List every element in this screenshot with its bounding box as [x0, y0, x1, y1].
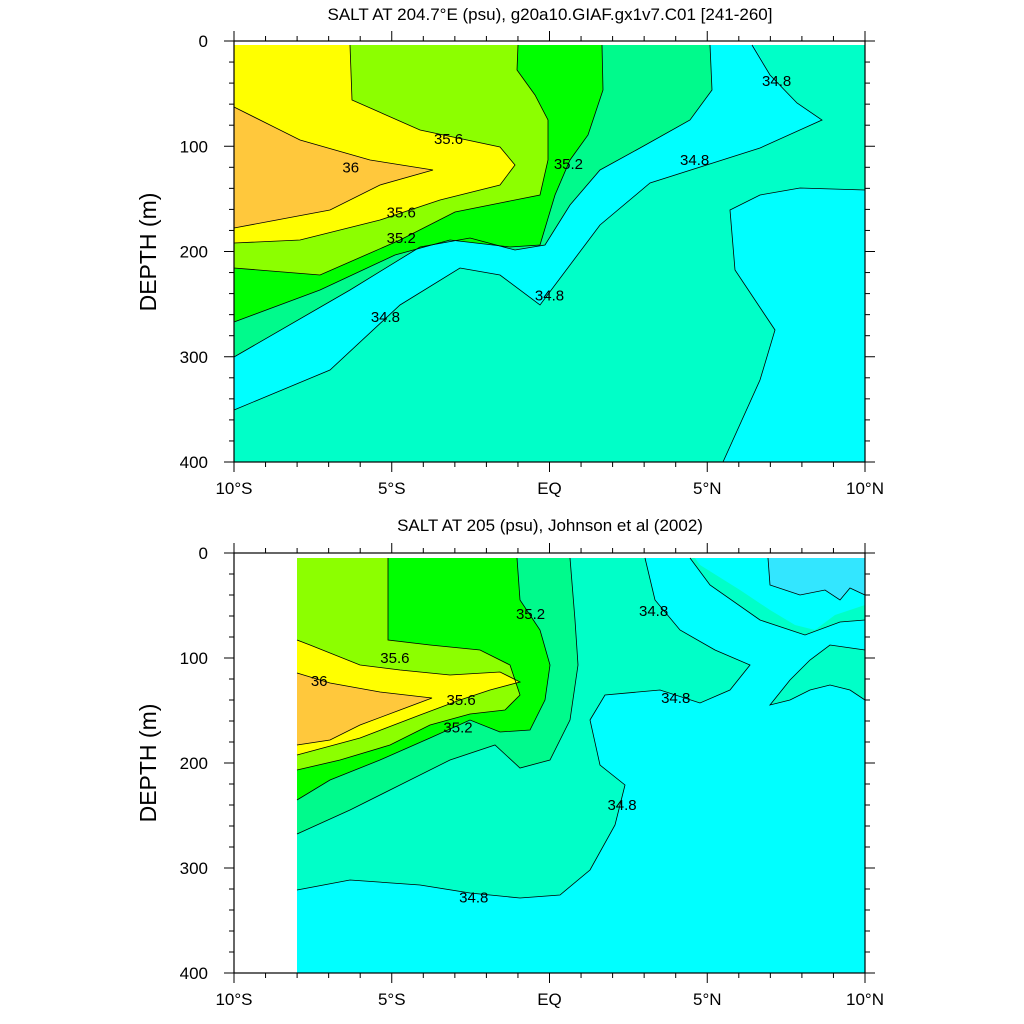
top-contour-label: 34.8: [680, 152, 709, 169]
bottom-y-tick-label: 0: [199, 544, 208, 563]
bottom-y-tick-label: 200: [180, 754, 208, 773]
top-y-tick-label: 300: [180, 348, 208, 367]
bottom-line-lowest: [767, 557, 866, 601]
top-contour-label: 35.6: [434, 131, 463, 148]
top-line-35-4: [233, 44, 604, 323]
top-fill-34-8: [234, 41, 865, 462]
bottom-line-36-core: [296, 672, 433, 746]
top-surface-strip: [234, 41, 865, 45]
bottom-contour-labels: 35.6 36 35.6 35.2 35.2 34.8 34.8 34.8 34.8: [311, 603, 690, 907]
top-tick-labels: 10°S 5°S EQ 5°N 10°N 0 100 200 300 400: [180, 32, 884, 498]
bottom-contour-label: 35.2: [516, 606, 545, 623]
top-contour-label: 34.8: [371, 309, 400, 326]
bottom-y-tick-label: 100: [180, 649, 208, 668]
bottom-contour-lines: [296, 557, 866, 899]
bottom-fill-right-wedge: [690, 558, 865, 635]
top-y-tick-label: 200: [180, 243, 208, 262]
top-x-tick-label: 5°S: [378, 479, 406, 498]
bottom-x-tick-label: EQ: [537, 990, 562, 1009]
bottom-contour-label: 34.8: [607, 797, 636, 814]
top-contour-label: 34.8: [535, 288, 564, 305]
bottom-contour-label: 35.6: [380, 650, 409, 667]
bottom-contour-label: 34.8: [661, 690, 690, 707]
bottom-contour-label: 34.8: [459, 889, 488, 906]
top-line-34-8-b: [722, 187, 866, 463]
bottom-fill-above-36: [297, 673, 432, 745]
top-y-axis-label: DEPTH (m): [135, 193, 161, 312]
bottom-contour-label: 36: [311, 673, 328, 690]
bottom-contour-label: 34.8: [639, 603, 668, 620]
top-x-tick-label: 10°N: [846, 479, 884, 498]
panel-bottom: SALT AT 205 (psu), Johnson et al (2002): [135, 516, 884, 1009]
top-line-36-0: [233, 44, 516, 244]
bottom-line-35-6: [296, 558, 521, 771]
top-contour-label: 35.6: [387, 205, 416, 222]
bottom-y-tick-label: 400: [180, 964, 208, 983]
top-line-34-8-a: [233, 44, 823, 411]
bottom-line-35-4: [296, 557, 551, 801]
top-y-tick-label: 100: [180, 137, 208, 156]
bottom-axis-ticks: [224, 543, 875, 983]
bottom-contour-label: 35.2: [443, 719, 472, 736]
top-contour-lines: [233, 44, 866, 463]
bottom-title: SALT AT 205 (psu), Johnson et al (2002): [397, 516, 703, 535]
top-contour-label: 36: [342, 159, 359, 176]
top-x-tick-label: EQ: [537, 479, 562, 498]
bottom-no-data-mask: [235, 558, 297, 973]
bottom-fill-lowest: [768, 558, 865, 600]
top-x-tick-label: 5°N: [693, 479, 722, 498]
top-contour-fills: [234, 41, 865, 462]
bottom-x-tick-label: 5°N: [693, 990, 722, 1009]
bottom-x-tick-label: 10°N: [846, 990, 884, 1009]
top-fill-core: [234, 140, 368, 228]
bottom-x-tick-label: 5°S: [378, 990, 406, 1009]
bottom-line-34-8-tr: [689, 557, 866, 636]
top-line-35-2: [233, 44, 713, 358]
top-y-tick-label: 400: [180, 453, 208, 472]
top-contour-label: 35.2: [387, 230, 416, 247]
top-y-tick-label: 0: [199, 32, 208, 51]
bottom-x-tick-label: 10°S: [215, 990, 252, 1009]
bottom-line-34-8-r: [768, 644, 866, 706]
top-x-tick-label: 10°S: [215, 479, 252, 498]
top-contour-label: 35.2: [554, 156, 583, 173]
bottom-contour-fills: [235, 558, 865, 973]
bottom-line-34-8-main: [296, 557, 751, 899]
top-line-36-core: [233, 106, 434, 229]
bottom-fill-below-34-8: [297, 558, 865, 973]
bottom-tick-labels: 10°S 5°S EQ 5°N 10°N 0 100 200 300 400: [180, 544, 884, 1009]
bottom-y-tick-label: 300: [180, 859, 208, 878]
top-contour-labels: 35.6 36 35.6 35.2 34.8 34.8 35.2 34.8 34.8: [342, 73, 791, 326]
top-title: SALT AT 204.7°E (psu), g20a10.GIAF.gx1v7…: [328, 5, 773, 24]
bottom-line-36-0: [296, 639, 522, 756]
top-line-35-6: [233, 44, 549, 276]
bottom-y-axis-label: DEPTH (m): [135, 704, 161, 823]
bottom-fill-right-wedge-2: [770, 645, 865, 705]
bottom-line-35-2: [296, 557, 579, 835]
bottom-contour-label: 35.6: [447, 692, 476, 709]
panel-top: SALT AT 204.7°E (psu), g20a10.GIAF.gx1v7…: [135, 5, 884, 498]
top-axis-ticks: [224, 31, 875, 472]
top-contour-label: 34.8: [762, 73, 791, 90]
